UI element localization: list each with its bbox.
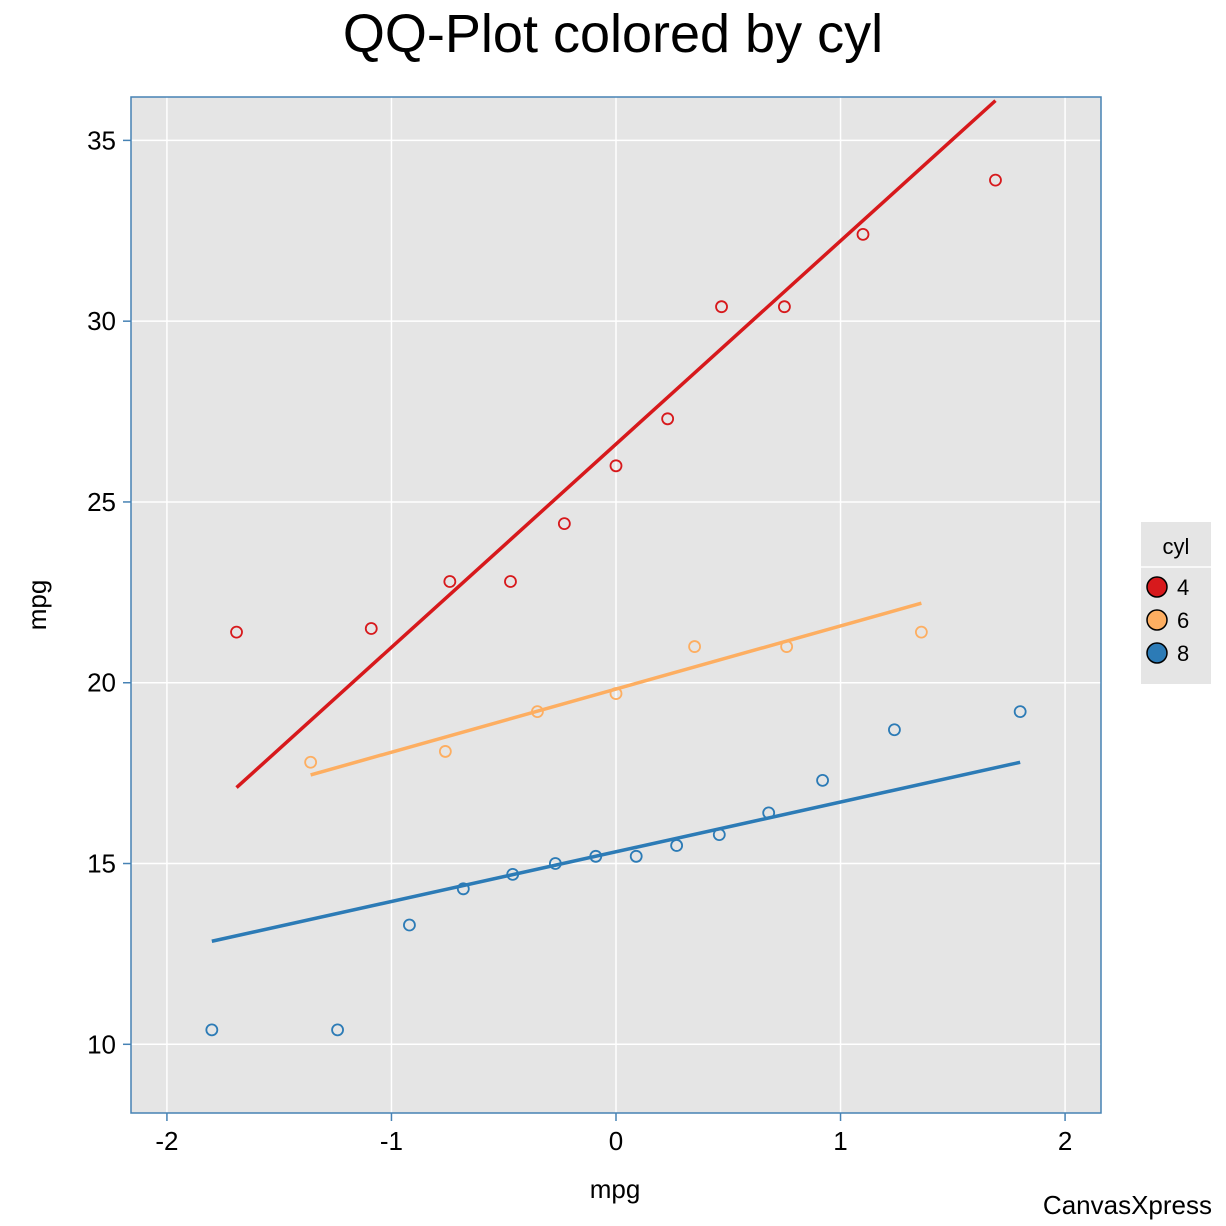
grid-lines	[131, 97, 1101, 1113]
data-point-cyl-8	[670, 839, 684, 852]
data-point-cyl-8	[762, 806, 776, 820]
legend: cyl 4 6 8	[1141, 522, 1211, 684]
x-tick-label: 0	[609, 1126, 623, 1156]
data-point-cyl-8	[456, 882, 470, 896]
y-tick-label: 25	[87, 487, 116, 517]
y-tick-label: 30	[87, 306, 116, 336]
legend-title: cyl	[1163, 534, 1190, 559]
data-point-cyl-8	[506, 867, 520, 881]
data-point-cyl-6	[304, 755, 318, 769]
data-point-cyl-6	[609, 687, 623, 700]
data-point-cyl-4	[504, 575, 517, 588]
data-point-cyl-8	[1013, 705, 1027, 719]
y-tick-label: 35	[87, 125, 116, 155]
data-point-cyl-4	[609, 459, 623, 473]
data-point-cyl-4	[856, 227, 870, 241]
x-tick-label: 2	[1058, 1126, 1072, 1156]
data-point-cyl-6	[531, 705, 544, 719]
data-point-cyl-4	[230, 625, 243, 639]
legend-label-cyl-6: 6	[1177, 608, 1189, 633]
legend-label-cyl-8: 8	[1177, 641, 1189, 666]
data-point-cyl-8	[712, 828, 726, 841]
x-tick-label: -2	[155, 1126, 178, 1156]
legend-marker-cyl-8	[1146, 642, 1168, 664]
y-axis-label: mpg	[22, 580, 52, 631]
legend-label-cyl-4: 4	[1177, 575, 1189, 600]
x-axis-label: mpg	[590, 1174, 641, 1204]
axis-ticks: -2 -1 0 1 2 10 15 20 25 30 35	[87, 125, 1072, 1156]
data-point-cyl-4	[443, 575, 457, 588]
data-point-cyl-8	[888, 723, 901, 737]
x-tick-label: -1	[380, 1126, 403, 1156]
data-point-cyl-8	[331, 1023, 344, 1037]
y-tick-label: 10	[87, 1029, 116, 1059]
chart-title: QQ-Plot colored by cyl	[343, 4, 883, 64]
legend-marker-cyl-4	[1146, 576, 1168, 598]
y-tick-label: 20	[87, 668, 116, 698]
data-point-cyl-4	[661, 412, 675, 426]
data-point-cyl-8	[589, 849, 603, 863]
data-point-cyl-8	[816, 773, 829, 787]
data-point-cyl-4	[715, 300, 728, 314]
data-point-cyl-4	[989, 173, 1002, 187]
y-tick-label: 15	[87, 849, 116, 879]
fit-line-cyl-4	[235, 99, 997, 789]
data-point-cyl-6	[780, 640, 794, 653]
fit-lines	[211, 99, 1021, 943]
data-point-cyl-8	[548, 857, 562, 870]
fit-line-cyl-6	[310, 601, 922, 777]
data-point-cyl-8	[403, 918, 416, 932]
canvasxpress-credit: CanvasXpress	[1043, 1190, 1212, 1220]
x-tick-label: 1	[833, 1126, 847, 1156]
data-point-cyl-6	[438, 745, 452, 758]
data-point-cyl-8	[205, 1023, 219, 1037]
data-point-cyl-4	[557, 517, 571, 531]
fit-line-cyl-8	[211, 760, 1021, 943]
data-points	[205, 173, 1027, 1037]
data-point-cyl-4	[364, 622, 378, 635]
legend-marker-cyl-6	[1146, 609, 1168, 631]
data-point-cyl-4	[778, 300, 791, 314]
data-point-cyl-6	[688, 640, 701, 653]
data-point-cyl-8	[629, 849, 643, 863]
data-point-cyl-6	[914, 625, 928, 639]
